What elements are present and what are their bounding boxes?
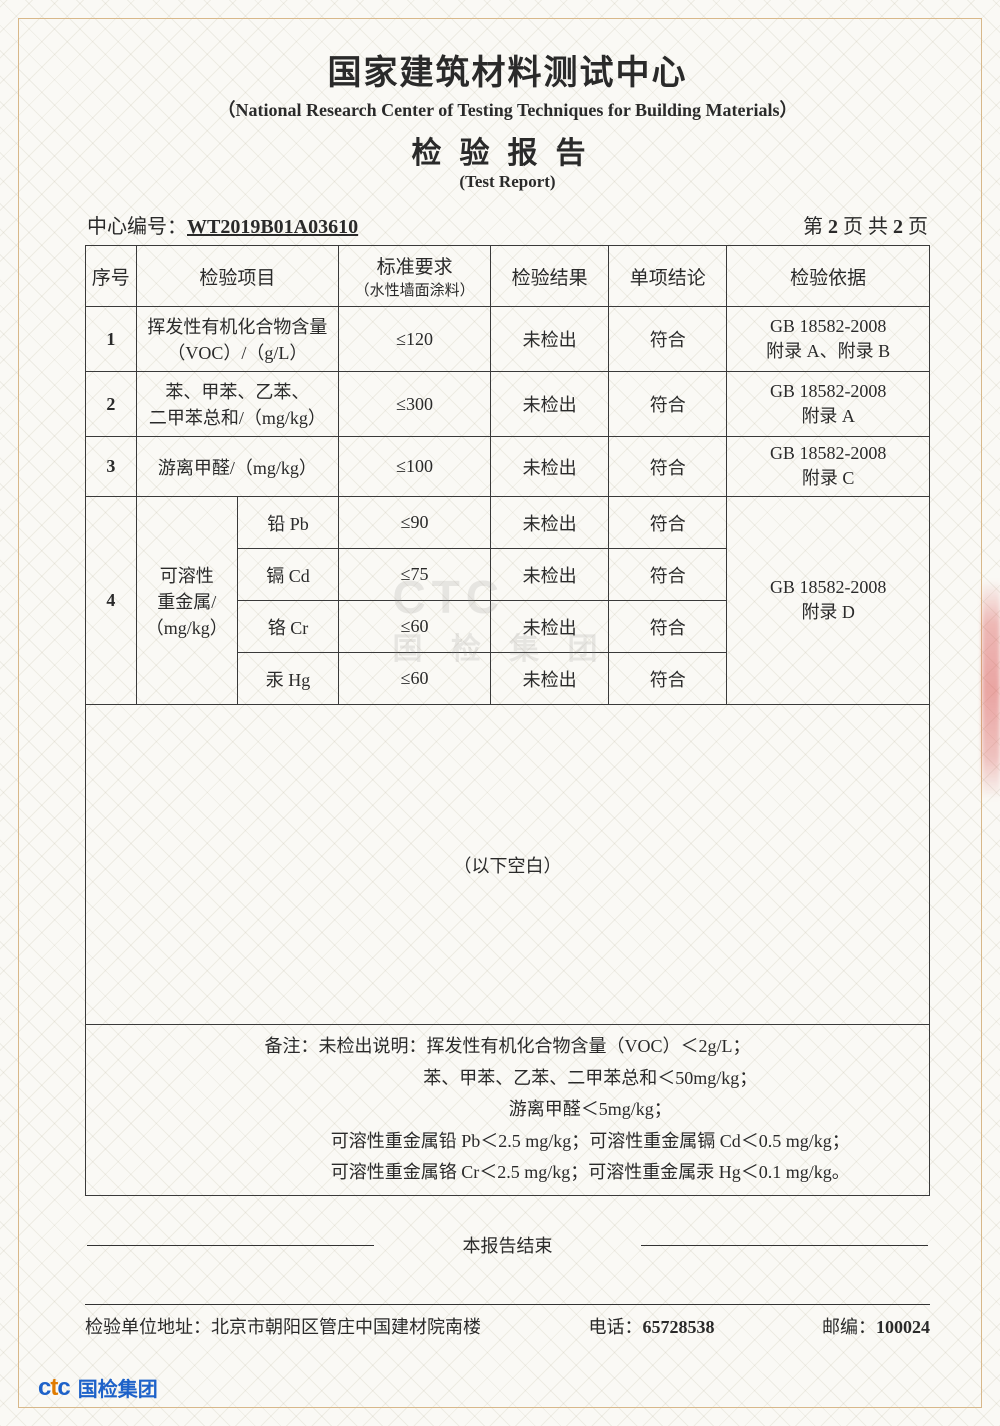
table-row: 4 可溶性 重金属/ （mg/kg） 铅 Pb ≤90 未检出 符合 GB 18… [86,497,930,549]
title-en: （National Research Center of Testing Tec… [85,96,930,122]
th-requirement: 标准要求 （水性墙面涂料） [339,246,491,307]
th-seq: 序号 [86,246,137,307]
blank-area: （以下空白） [86,705,930,1025]
page-content: 国家建筑材料测试中心 （National Research Center of … [0,0,1000,1369]
table-header-row: 序号 检验项目 标准要求 （水性墙面涂料） 检验结果 单项结论 检验依据 [86,246,930,307]
th-item: 检验项目 [136,246,339,307]
subtitle-cn: 检验报告 [85,128,930,172]
ctc-logo: ctc 国检集团 [38,1373,158,1402]
footer-line: 检验单位地址：北京市朝阳区管庄中国建材院南楼 电话：65728538 邮编：10… [85,1304,930,1339]
ctc-logo-mark: ctc [38,1374,70,1402]
page-number: 第 2 页 共 2 页 [803,210,928,239]
remark-cell: 备注：未检出说明：挥发性有机化合物含量（VOC）＜2g/L； 苯、甲苯、乙苯、二… [86,1025,930,1196]
th-conclusion: 单项结论 [609,246,727,307]
table-row: 3 游离甲醛/（mg/kg） ≤100 未检出 符合 GB 18582-2008… [86,437,930,497]
center-no-label: 中心编号： [87,216,187,238]
th-result: 检验结果 [491,246,609,307]
report-table: 序号 检验项目 标准要求 （水性墙面涂料） 检验结果 单项结论 检验依据 1 挥… [85,245,930,1196]
end-separator: 本报告结束 [85,1232,930,1258]
table-remark-row: 备注：未检出说明：挥发性有机化合物含量（VOC）＜2g/L； 苯、甲苯、乙苯、二… [86,1025,930,1196]
table-row: 1 挥发性有机化合物含量 （VOC）/（g/L） ≤120 未检出 符合 GB … [86,307,930,372]
footer-address: 检验单位地址：北京市朝阳区管庄中国建材院南楼 [85,1313,481,1339]
ctc-logo-text: 国检集团 [78,1373,158,1402]
meta-row: 中心编号：WT2019B01A03610 第 2 页 共 2 页 [85,210,930,239]
center-no: 中心编号：WT2019B01A03610 [87,210,358,239]
center-no-value: WT2019B01A03610 [187,216,358,238]
table-row: 2 苯、甲苯、乙苯、 二甲苯总和/（mg/kg） ≤300 未检出 符合 GB … [86,372,930,437]
subtitle-en: (Test Report) [85,172,930,192]
stamp-edge-smudge [982,580,1000,800]
footer-tel: 电话：65728538 [589,1313,715,1339]
th-basis: 检验依据 [727,246,930,307]
footer-zip: 邮编：100024 [822,1313,930,1339]
title-cn: 国家建筑材料测试中心 [85,45,930,94]
table-blank-row: （以下空白） [86,705,930,1025]
